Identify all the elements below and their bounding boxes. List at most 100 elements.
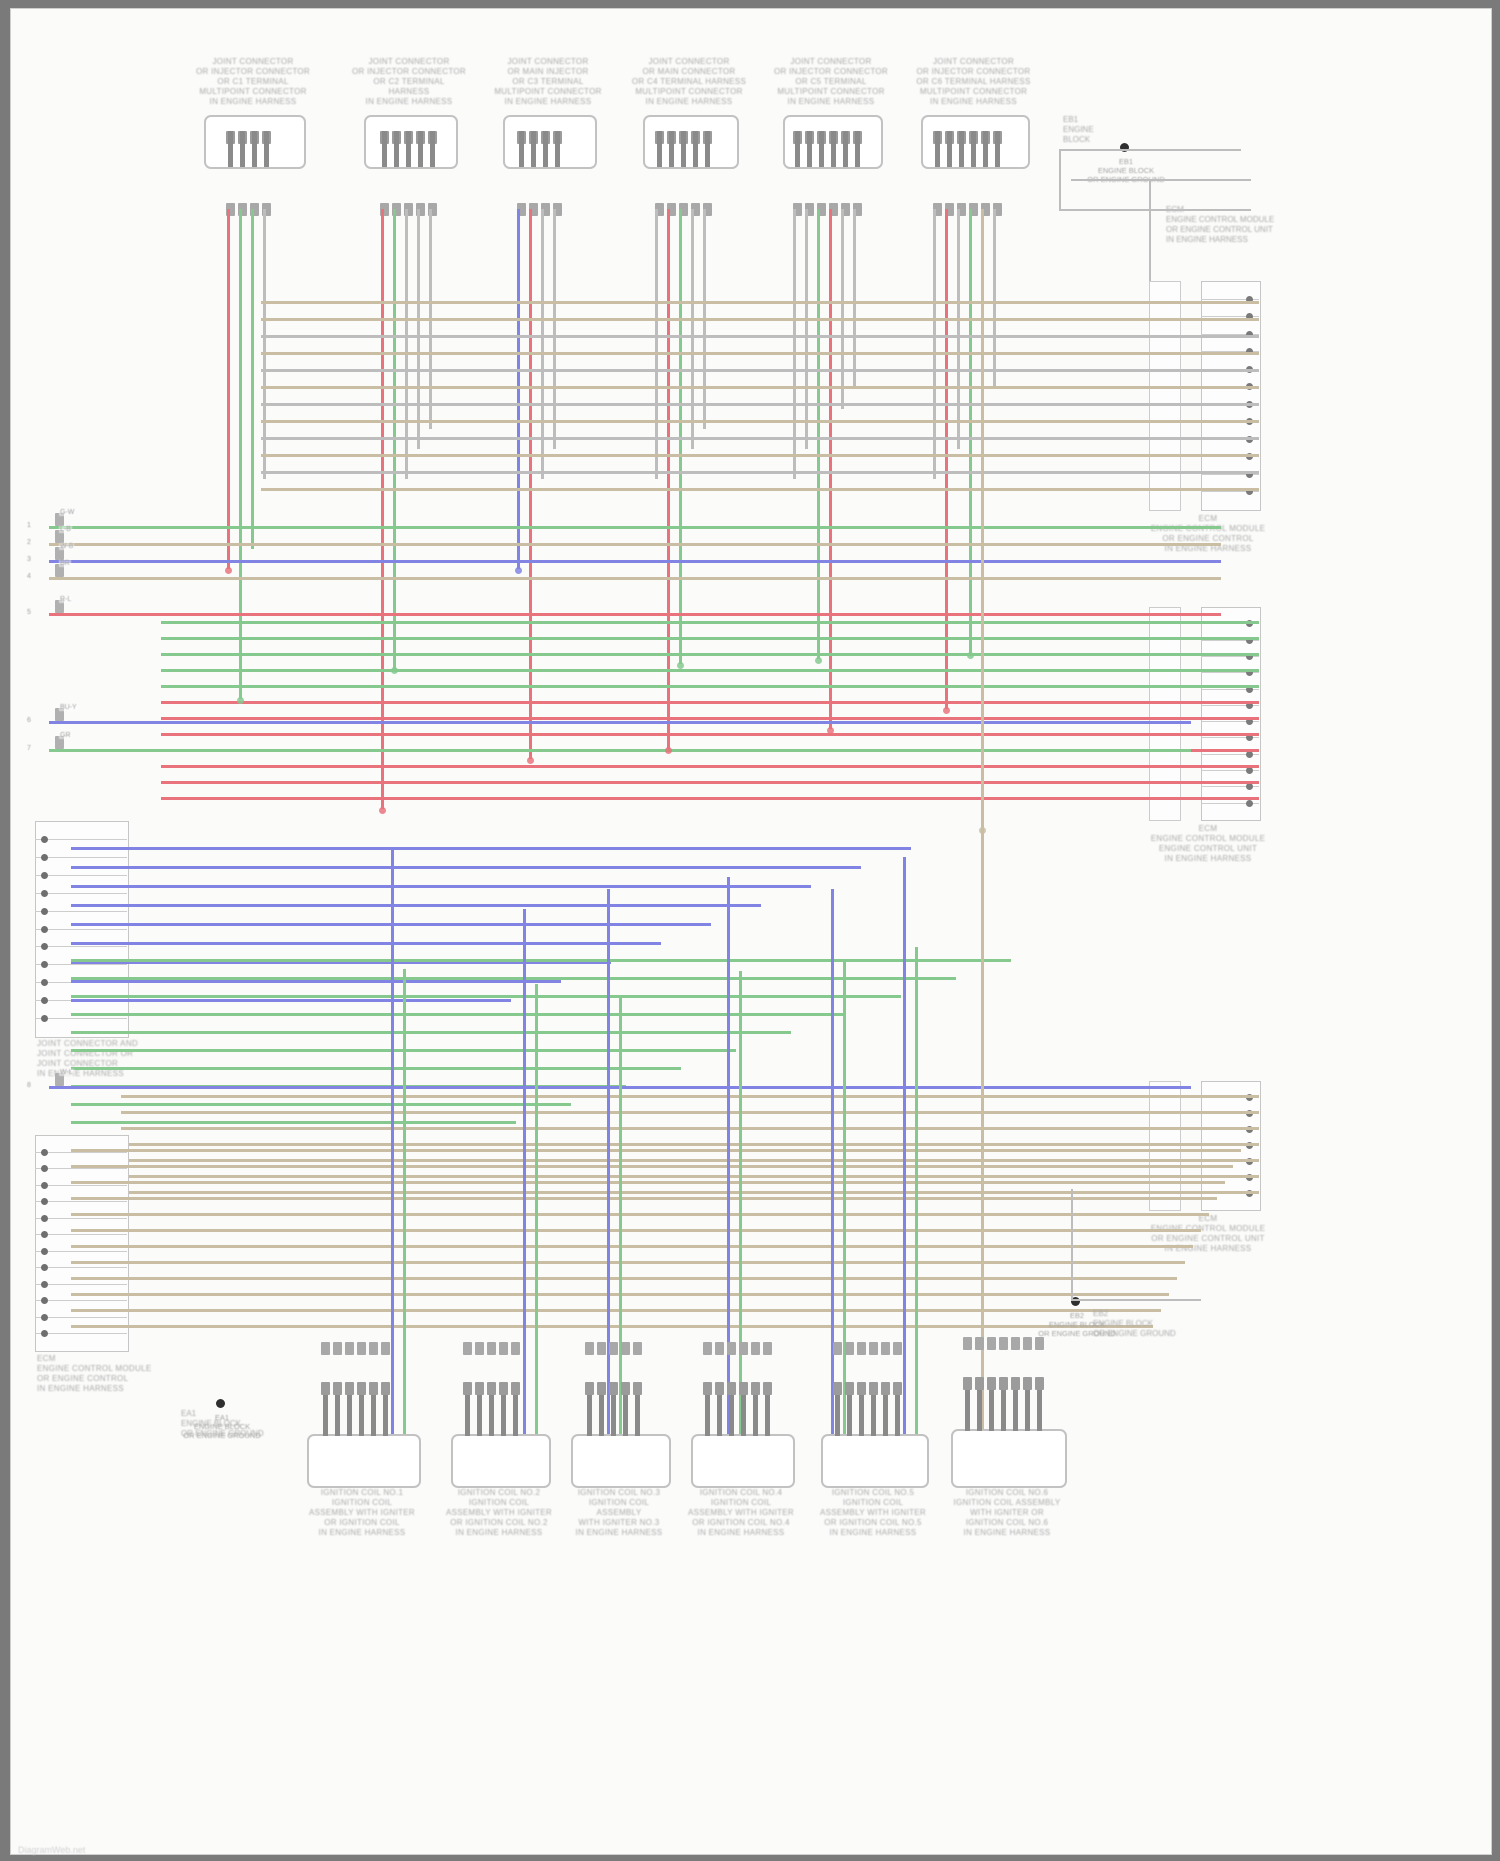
bottom-connector-2[interactable] (451, 1434, 551, 1488)
top-connector-2-pinstub-3 (406, 131, 411, 167)
left-upper-out-9 (71, 999, 511, 1002)
top-connector-1-splicehead-1 (226, 203, 235, 216)
left-block-1-row-5 (35, 910, 127, 912)
top-connector-5-splicehead-1 (793, 203, 802, 216)
left-lower-out-3 (71, 1181, 1225, 1184)
top-connector-label-3: JOINT CONNECTOR OR MAIN INJECTOR OR C3 T… (494, 57, 602, 106)
splice-dot-9 (815, 657, 822, 664)
top-connector-2-splicehead-3 (404, 203, 413, 216)
bottom-connector-5-pinstub-6 (895, 1382, 900, 1436)
bottom-connector-6-pin-5 (1011, 1377, 1020, 1390)
left-lower-out-9 (71, 1277, 1177, 1280)
bottom-connector-2-pinstub-3 (489, 1382, 494, 1436)
bottom-connector-6-splicehead-4 (999, 1337, 1008, 1350)
bottom-connector-4-pinstub-6 (765, 1382, 770, 1436)
ecm-b-feeder-11 (161, 781, 1259, 784)
right-block-2-terminal-4 (1246, 669, 1253, 677)
top-connector-4-pinstub-1 (657, 131, 662, 167)
left-block-1-row-1 (35, 838, 127, 840)
left-stub-pinnum-3: 3 (27, 556, 31, 563)
top-connector-2-pinstub-2 (394, 131, 399, 167)
right-block-2-row-8 (1201, 737, 1259, 739)
top-drop-wire-24 (853, 209, 856, 389)
left-block-2[interactable] (35, 1135, 129, 1352)
splice-dot-13 (979, 827, 986, 834)
bottom-connector-5-splicehead-4 (869, 1342, 878, 1355)
bottom-connector-2-pinstub-4 (501, 1382, 506, 1436)
left-upper-green-7 (71, 1067, 681, 1070)
diagram-sheet: JOINT CONNECTOR OR INJECTOR CONNECTOR OR… (10, 8, 1492, 1855)
right-block-1-row-3 (1201, 333, 1259, 335)
top-drop-wire-5 (381, 209, 384, 809)
left-stub-wire-3 (49, 560, 1221, 563)
bottom-riser-6 (619, 997, 622, 1439)
left-upper-out-3 (71, 885, 811, 888)
top-connector-5-splicehead-2 (805, 203, 814, 216)
bottom-connector-4-pin-4 (739, 1382, 748, 1395)
top-connector-5-pinstub-2 (807, 131, 812, 167)
bottom-connector-2-splicehead-2 (475, 1342, 484, 1355)
bottom-riser-4 (535, 984, 538, 1439)
top-connector-6-splicehead-4 (969, 203, 978, 216)
top-connector-2-pinstub-5 (430, 131, 435, 167)
right-block-2-terminal-2 (1246, 636, 1253, 644)
bottom-connector-3-pin-4 (621, 1382, 630, 1395)
ground-dot-3 (1071, 1297, 1080, 1306)
bottom-connector-1-pin-5 (369, 1382, 378, 1395)
top-connector-6-pinstub-6 (995, 131, 1000, 167)
bottom-connector-4-splicehead-6 (763, 1342, 772, 1355)
top-drop-wire-17 (691, 209, 694, 449)
left-upper-green-3 (71, 995, 901, 998)
bottom-connector-1[interactable] (307, 1434, 421, 1488)
bottom-connector-1-splicehead-1 (321, 1342, 330, 1355)
right-block-2-row-10 (1201, 770, 1259, 772)
bottom-connector-5-pin-5 (881, 1382, 890, 1395)
ecm-b-feeder-3 (161, 653, 1259, 656)
left-upper-out-8 (71, 980, 561, 983)
left-stub-wire-5 (49, 613, 1221, 616)
right-block-2-terminal-12 (1246, 799, 1253, 807)
top-connector-6-splicehead-1 (933, 203, 942, 216)
top-connector-label-4: JOINT CONNECTOR OR MAIN CONNECTOR OR C4 … (631, 57, 747, 106)
top-drop-wire-30 (993, 209, 996, 389)
left-stub-label-1: G-W (59, 509, 76, 516)
top-connector-2-splicehead-1 (380, 203, 389, 216)
left-stub-wire-1 (49, 526, 1221, 529)
bottom-connector-4[interactable] (691, 1434, 795, 1488)
top-connector-2-splicehead-2 (392, 203, 401, 216)
top-drop-wire-27 (957, 209, 960, 449)
top-drop-wire-7 (405, 209, 408, 479)
bottom-connector-5[interactable] (821, 1434, 929, 1488)
bottom-connector-5-pinstub-2 (847, 1382, 852, 1436)
left-stub-head-5 (55, 600, 64, 613)
top-drop-wire-8 (417, 209, 420, 449)
bottom-connector-6-pinstub-7 (1037, 1377, 1042, 1431)
bottom-connector-1-pin-6 (381, 1382, 390, 1395)
bottom-connector-3[interactable] (571, 1434, 671, 1488)
bottom-connector-1-pin-1 (321, 1382, 330, 1395)
bottom-connector-6-pin-6 (1023, 1377, 1032, 1390)
left-upper-green-5 (71, 1031, 791, 1034)
splice-dot-7 (665, 747, 672, 754)
top-connector-3-pinstub-3 (543, 131, 548, 167)
right-block-2-row-3 (1201, 655, 1259, 657)
left-block-2-row-1 (35, 1151, 127, 1153)
bottom-connector-4-splicehead-4 (739, 1342, 748, 1355)
top-right-loop-h2 (1059, 209, 1251, 211)
top-connector-6-splicehead-5 (981, 203, 990, 216)
left-upper-green-10 (71, 1121, 516, 1124)
bottom-connector-6-pin-1 (963, 1377, 972, 1390)
top-connector-3-pinstub-4 (555, 131, 560, 167)
left-stub-label-7: GR (59, 732, 72, 739)
top-connector-1-pinstub-3 (252, 131, 257, 167)
bottom-connector-6[interactable] (951, 1429, 1067, 1488)
bottom-connector-3-pinstub-2 (599, 1382, 604, 1436)
left-stub-wire-2 (49, 543, 1221, 546)
left-block-1[interactable] (35, 821, 129, 1038)
left-block-2-label: ECM ENGINE CONTROL MODULE OR ENGINE CONT… (37, 1354, 152, 1393)
bottom-riser-11 (903, 857, 906, 1439)
ground-symbol-1 (1120, 143, 1134, 157)
top-connector-6-pinstub-3 (959, 131, 964, 167)
left-lower-out-11 (71, 1309, 1161, 1312)
left-block-2-row-11 (35, 1316, 127, 1318)
